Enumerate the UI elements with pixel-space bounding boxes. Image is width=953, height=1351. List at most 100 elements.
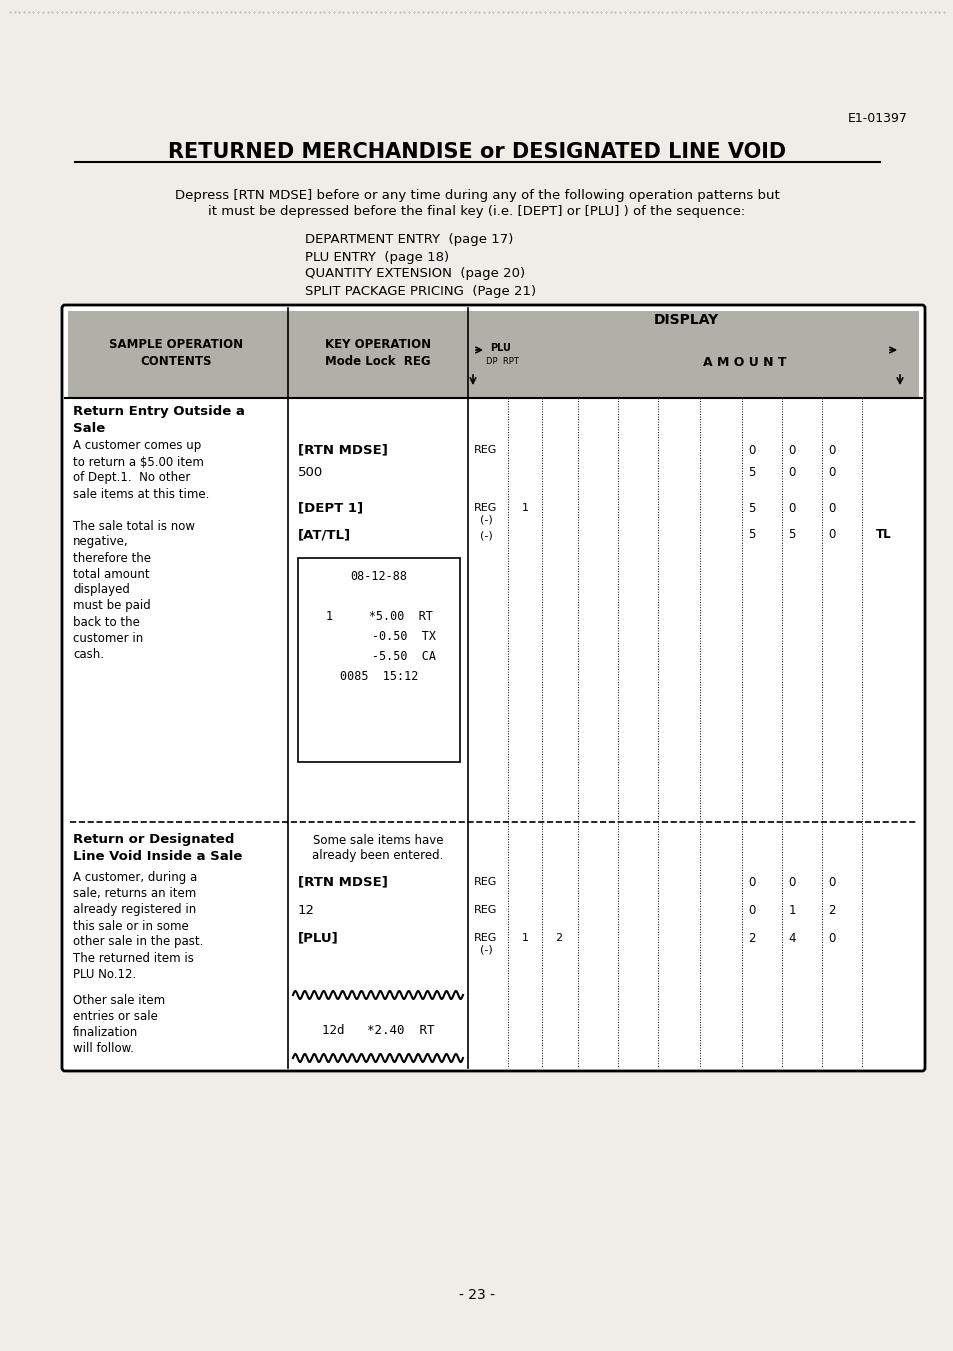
Point (260, 1, 275, 23)
Text: Depress [RTN MDSE] before or any time during any of the following operation patt: Depress [RTN MDSE] before or any time du… (174, 189, 779, 201)
Point (607, 1, 622, 23)
Point (734, 1, 749, 23)
Text: 500: 500 (297, 466, 323, 478)
Point (584, 1, 599, 23)
Text: already registered in: already registered in (73, 904, 196, 916)
Point (172, 1, 187, 23)
Point (411, 1, 426, 23)
Point (800, 1, 815, 23)
Point (251, 1, 266, 23)
Text: 08-12-88: 08-12-88 (350, 570, 407, 582)
Point (457, 1, 473, 23)
Point (111, 1, 126, 23)
Text: to return a $5.00 item: to return a $5.00 item (73, 455, 204, 469)
Text: 0: 0 (787, 875, 795, 889)
Text: KEY OPERATION
Mode Lock  REG: KEY OPERATION Mode Lock REG (325, 338, 431, 367)
Point (297, 1, 313, 23)
Point (101, 1, 116, 23)
Point (462, 1, 477, 23)
Point (167, 1, 182, 23)
Point (321, 1, 336, 23)
Point (115, 1, 131, 23)
Point (429, 1, 444, 23)
Point (678, 1, 693, 23)
Point (781, 1, 796, 23)
Text: sale, returns an item: sale, returns an item (73, 888, 196, 901)
Text: entries or sale: entries or sale (73, 1009, 157, 1023)
Text: The sale total is now: The sale total is now (73, 520, 194, 532)
Text: 0: 0 (827, 875, 835, 889)
Point (335, 1, 351, 23)
Point (495, 1, 510, 23)
Point (822, 1, 838, 23)
Point (907, 1, 923, 23)
Point (382, 1, 397, 23)
Point (228, 1, 243, 23)
Point (804, 1, 820, 23)
Point (861, 1, 876, 23)
Point (898, 1, 913, 23)
Point (743, 1, 759, 23)
Text: 12d   *2.40  RT: 12d *2.40 RT (321, 1024, 434, 1036)
Point (705, 1, 720, 23)
Text: REG: REG (474, 444, 497, 455)
Point (485, 1, 500, 23)
Text: 4: 4 (787, 931, 795, 944)
Point (917, 1, 932, 23)
Point (739, 1, 754, 23)
Point (326, 1, 341, 23)
Point (621, 1, 637, 23)
Point (7, 1, 22, 23)
Point (692, 1, 707, 23)
Point (710, 1, 725, 23)
Point (471, 1, 486, 23)
Point (902, 1, 918, 23)
Point (396, 1, 412, 23)
Point (659, 1, 674, 23)
Text: will follow.: will follow. (73, 1042, 133, 1055)
Point (753, 1, 768, 23)
Point (148, 1, 163, 23)
Point (424, 1, 439, 23)
Point (912, 1, 927, 23)
Point (82, 1, 97, 23)
Text: REG: REG (474, 905, 497, 915)
Point (888, 1, 903, 23)
Point (865, 1, 881, 23)
Text: PLU No.12.: PLU No.12. (73, 967, 136, 981)
Point (87, 1, 102, 23)
Point (415, 1, 430, 23)
Point (631, 1, 646, 23)
Text: TL: TL (875, 528, 891, 542)
Text: A customer comes up: A customer comes up (73, 439, 201, 453)
Point (579, 1, 595, 23)
Text: 12: 12 (297, 904, 314, 916)
Point (233, 1, 248, 23)
Text: 1     *5.00  RT: 1 *5.00 RT (325, 609, 432, 623)
Text: 2: 2 (555, 934, 562, 943)
Text: Other sale item: Other sale item (73, 993, 165, 1006)
Point (274, 1, 290, 23)
Point (373, 1, 388, 23)
Point (350, 1, 365, 23)
Text: of Dept.1.  No other: of Dept.1. No other (73, 471, 191, 485)
Text: DISPLAY: DISPLAY (653, 313, 719, 327)
Point (870, 1, 885, 23)
Point (851, 1, 866, 23)
Text: (-): (-) (479, 515, 492, 526)
Point (119, 1, 134, 23)
Point (527, 1, 542, 23)
Text: 0: 0 (787, 443, 795, 457)
Text: 1: 1 (521, 934, 528, 943)
Text: DP  RPT: DP RPT (485, 358, 518, 366)
Text: displayed: displayed (73, 584, 130, 597)
Point (152, 1, 168, 23)
Text: 5: 5 (747, 466, 755, 478)
Point (499, 1, 515, 23)
Text: 5: 5 (787, 528, 795, 542)
Text: other sale in the past.: other sale in the past. (73, 935, 203, 948)
Point (636, 1, 651, 23)
Point (312, 1, 327, 23)
Point (30, 1, 46, 23)
Text: (-): (-) (479, 530, 492, 540)
